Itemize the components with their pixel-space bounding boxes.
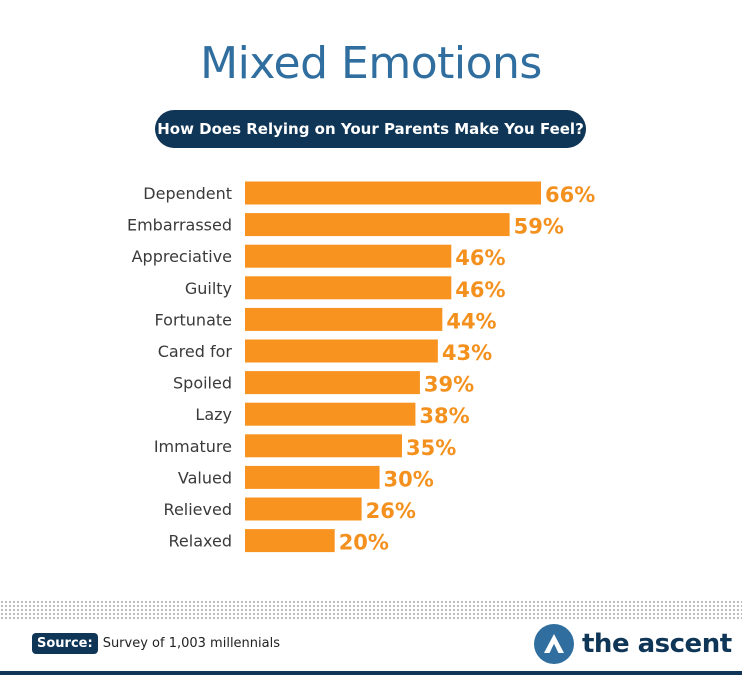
source-tag: Source: (32, 633, 98, 654)
category-label: Embarrassed (127, 216, 232, 235)
category-label: Lazy (195, 405, 232, 424)
bar (245, 402, 416, 426)
brand: the ascent (534, 624, 732, 664)
chart-subtitle: How Does Relying on Your Parents Make Yo… (155, 110, 586, 148)
bar (245, 244, 452, 268)
bar (245, 497, 362, 521)
category-label: Dependent (143, 184, 232, 203)
value-label: 26% (366, 499, 416, 523)
category-label: Cared for (158, 342, 233, 361)
value-label: 35% (406, 436, 456, 460)
source-note: Source: Survey of 1,003 millennials (32, 633, 280, 654)
value-label: 38% (419, 404, 469, 428)
value-label: 46% (455, 246, 505, 270)
bottom-rule (0, 671, 742, 675)
category-label: Appreciative (132, 247, 232, 266)
category-label: Spoiled (173, 374, 232, 393)
value-label: 39% (424, 373, 474, 397)
value-label: 59% (514, 215, 564, 239)
bar (245, 339, 438, 363)
dotted-divider (0, 600, 742, 620)
bar (245, 181, 541, 205)
chart-subtitle-text: How Does Relying on Your Parents Make Yo… (157, 120, 584, 138)
bar (245, 307, 443, 331)
value-label: 46% (455, 278, 505, 302)
bar (245, 371, 420, 395)
chart-title: Mixed Emotions (200, 38, 542, 89)
ascent-logo-icon (534, 624, 574, 664)
bar (245, 434, 402, 458)
bar (245, 465, 380, 489)
value-label: 43% (442, 341, 492, 365)
category-label: Relieved (164, 500, 232, 519)
category-label: Valued (178, 468, 232, 487)
brand-name: the ascent (582, 629, 732, 659)
category-label: Guilty (185, 279, 232, 298)
bar (245, 529, 335, 553)
value-label: 20% (339, 531, 389, 555)
bar (245, 276, 452, 300)
category-label: Fortunate (155, 310, 232, 329)
category-label: Relaxed (169, 532, 232, 551)
value-label: 44% (446, 309, 496, 333)
source-text: Survey of 1,003 millennials (102, 636, 280, 651)
value-label: 66% (545, 183, 595, 207)
value-label: 30% (384, 467, 434, 491)
bar (245, 213, 510, 237)
category-label: Immature (154, 437, 232, 456)
